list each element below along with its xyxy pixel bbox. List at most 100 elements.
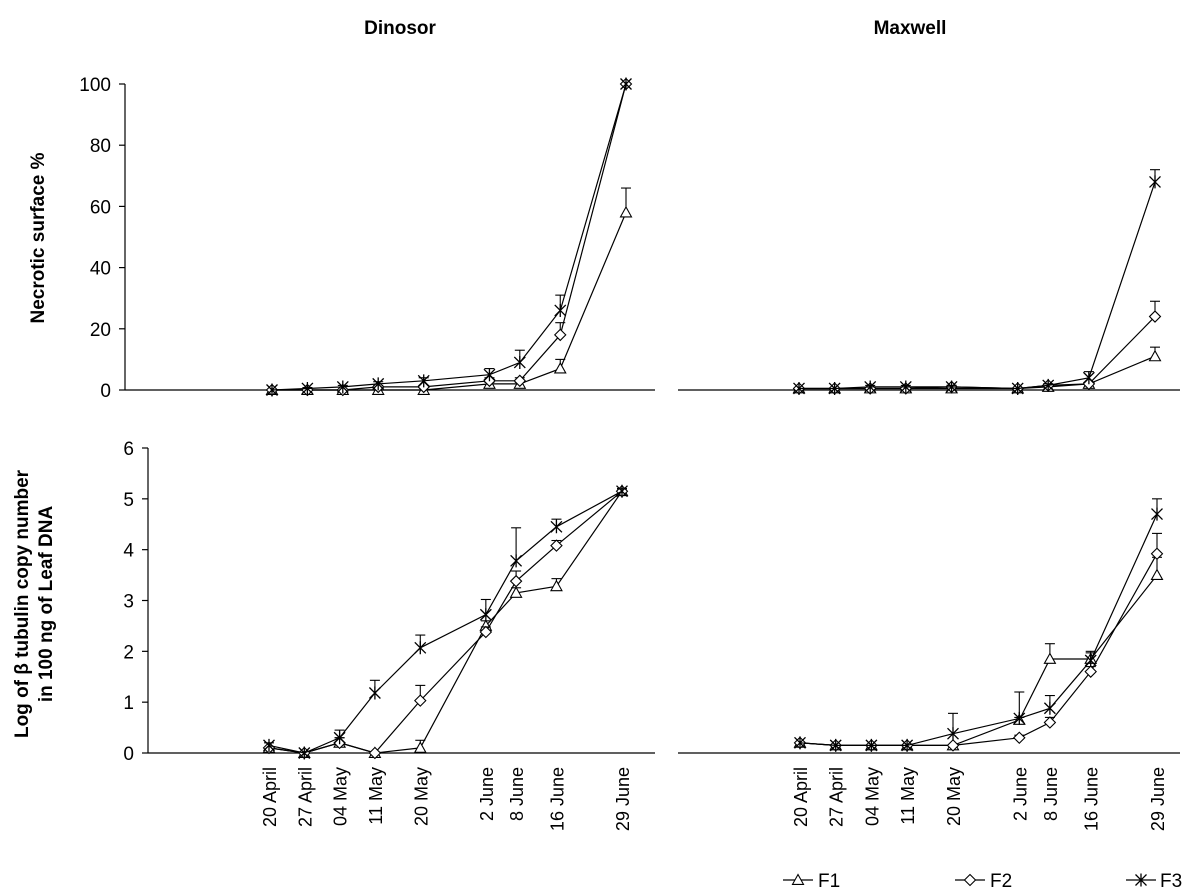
asterisk-marker (899, 380, 912, 394)
legend-item-f3: F3 (1126, 871, 1182, 892)
asterisk-marker (865, 738, 878, 752)
asterisk-marker (620, 77, 632, 91)
legend-label-f2: F2 (990, 871, 1012, 892)
asterisk-marker (793, 381, 805, 395)
diamond-marker (509, 574, 523, 588)
y-axis-title-top: Necrotic surface % (28, 152, 49, 323)
y-tick-label: 80 (90, 136, 111, 157)
diamond-marker (553, 328, 567, 342)
x-tick-label: 04 May (331, 767, 351, 826)
asterisk-marker (417, 374, 430, 388)
series-line-f3 (268, 490, 623, 754)
asterisk-marker (301, 381, 314, 395)
asterisk-marker (554, 303, 567, 317)
asterisk-marker (513, 355, 526, 369)
y-tick-label: 5 (123, 490, 134, 511)
diamond-marker (946, 739, 960, 752)
asterisk-marker (1084, 653, 1097, 667)
diamond-marker (1043, 716, 1057, 729)
legend-label-f3: F3 (1160, 871, 1182, 892)
y-tick-label: 60 (90, 197, 111, 218)
diamond-marker (550, 539, 563, 552)
triangle-marker (550, 579, 563, 592)
diamond-marker (1150, 547, 1164, 561)
x-tick-label: 16 June (1082, 767, 1102, 831)
y-tick-label: 0 (100, 381, 111, 402)
series-line-f2 (799, 316, 1156, 390)
x-tick-label: 2 June (477, 767, 497, 821)
diamond-marker (414, 694, 427, 707)
asterisk-marker (947, 727, 959, 741)
x-tick-label: 04 May (862, 767, 882, 826)
x-tick-label: 20 May (411, 767, 431, 826)
asterisk-marker (1082, 371, 1095, 385)
series-line-f2 (799, 553, 1158, 747)
legend-label-f1: F1 (818, 871, 840, 892)
x-tick-label: 2 June (1010, 767, 1030, 821)
series-line-f2 (272, 83, 627, 391)
triangle-marker (1150, 568, 1164, 581)
legend-triangle-marker (791, 873, 805, 885)
x-tick-label: 8 June (1041, 767, 1061, 821)
diamond-marker (1013, 731, 1026, 745)
panel-title-maxwell: Maxwell (874, 18, 947, 39)
series-line-f3 (271, 83, 627, 391)
triangle-marker (619, 205, 633, 218)
chart-maxwell-tubulin: 20 April 27 April 04 May 11 May 20 May 2 June… (678, 498, 1180, 831)
series-f2 (792, 300, 1162, 395)
x-tick-label: 29 June (613, 767, 633, 831)
y-axis-title-bottom-line2: in 100 ng of Leaf DNA (36, 506, 57, 703)
asterisk-marker (336, 380, 349, 394)
series-f1 (793, 556, 1164, 751)
diamond-marker (479, 625, 493, 639)
asterisk-marker (828, 381, 841, 395)
asterisk-marker (1151, 507, 1163, 521)
y-tick-label: 20 (90, 320, 111, 341)
series-f3 (793, 169, 1161, 395)
diamond-marker (1148, 310, 1162, 323)
series-line-f1 (799, 574, 1158, 747)
y-tick-label: 0 (123, 744, 134, 765)
asterisk-marker (1013, 711, 1026, 725)
asterisk-marker (368, 686, 381, 700)
series-f2 (265, 77, 633, 397)
asterisk-marker (1042, 378, 1055, 392)
legend-item-f1: F1 (783, 871, 840, 892)
asterisk-marker (945, 380, 958, 394)
asterisk-marker (794, 736, 806, 750)
asterisk-marker (864, 380, 877, 394)
series-f2 (793, 532, 1164, 752)
series-line-f1 (268, 490, 623, 754)
diamond-marker (1084, 665, 1097, 678)
series-f1 (792, 346, 1162, 394)
chart-dinosor-necrotic: 0 20 40 60 80 100 (79, 75, 655, 402)
y-tick-label: 1 (123, 693, 134, 714)
asterisk-marker (901, 738, 914, 752)
asterisk-marker (616, 484, 628, 498)
series-line-f1 (799, 355, 1156, 390)
asterisk-marker (1149, 175, 1161, 189)
triangle-marker (509, 586, 523, 598)
triangle-marker (553, 361, 567, 374)
triangle-marker (413, 741, 427, 753)
y-tick-label: 4 (123, 541, 134, 562)
series-line-f3 (799, 181, 1156, 390)
x-tick-label: 16 June (547, 767, 567, 831)
legend-item-f2: F2 (955, 871, 1012, 892)
asterisk-marker (372, 377, 385, 391)
asterisk-marker (510, 554, 523, 568)
asterisk-marker (829, 738, 842, 752)
triangle-marker (1148, 349, 1162, 362)
asterisk-marker (550, 520, 563, 534)
panel-title-dinosor: Dinosor (364, 18, 436, 39)
y-tick-label: 40 (90, 259, 111, 280)
series-line-f1 (272, 212, 627, 391)
chart-maxwell-necrotic (678, 169, 1180, 395)
x-tick-label: 27 April (827, 767, 847, 827)
x-tick-label: 11 May (366, 767, 386, 825)
y-tick-label: 2 (123, 642, 134, 663)
x-tick-label: 20 April (260, 767, 280, 827)
asterisk-marker (333, 731, 346, 745)
diamond-marker (963, 873, 977, 887)
